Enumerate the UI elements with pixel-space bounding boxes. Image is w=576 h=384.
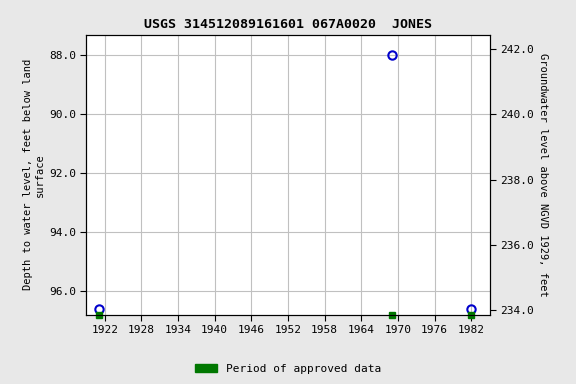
Y-axis label: Depth to water level, feet below land
surface: Depth to water level, feet below land su…: [23, 59, 45, 290]
Y-axis label: Groundwater level above NGVD 1929, feet: Groundwater level above NGVD 1929, feet: [538, 53, 548, 296]
Legend: Period of approved data: Period of approved data: [191, 359, 385, 379]
Title: USGS 314512089161601 067A0020  JONES: USGS 314512089161601 067A0020 JONES: [144, 18, 432, 31]
